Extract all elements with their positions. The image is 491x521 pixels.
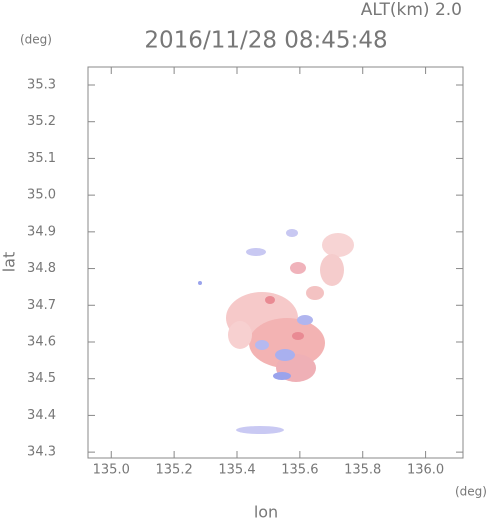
echo <box>228 321 252 349</box>
y-tick-label: 34.7 <box>27 298 56 313</box>
echo <box>320 254 344 286</box>
echo <box>236 426 284 434</box>
x-tick-label: 135.8 <box>344 463 381 478</box>
echo <box>198 281 202 285</box>
x-unit: (deg) <box>455 485 487 499</box>
echo <box>255 340 269 350</box>
y-tick-label: 34.6 <box>27 334 56 349</box>
echo <box>275 349 295 361</box>
x-tick-label: 135.0 <box>93 463 130 478</box>
echo <box>273 372 291 380</box>
echo <box>249 318 325 368</box>
plot-frame <box>87 66 464 459</box>
y-tick-label: 34.8 <box>27 261 56 276</box>
y-tick-label: 34.5 <box>27 371 56 386</box>
y-unit: (deg) <box>20 33 52 47</box>
y-tick-label: 34.9 <box>27 224 56 239</box>
echo <box>292 332 304 340</box>
echo-field <box>198 229 354 434</box>
x-tick-label: 135.2 <box>156 463 193 478</box>
echo <box>246 248 266 256</box>
x-tick-label: 135.4 <box>218 463 255 478</box>
chart-title: 2016/11/28 08:45:48 <box>144 28 387 54</box>
echo <box>286 229 298 237</box>
y-axis-label: lat <box>0 252 19 273</box>
echo <box>297 315 313 325</box>
y-tick-label: 35.2 <box>27 114 56 129</box>
y-tick-label: 35.0 <box>27 188 56 203</box>
echo <box>306 286 324 300</box>
y-tick-label: 35.1 <box>27 151 56 166</box>
echo <box>322 233 354 257</box>
altitude-label: ALT(km) 2.0 <box>361 0 462 20</box>
y-tick-label: 35.3 <box>27 77 56 92</box>
x-axis-label: lon <box>254 503 278 521</box>
echo <box>290 262 306 274</box>
y-tick-label: 34.4 <box>27 408 56 423</box>
echo <box>265 296 275 304</box>
x-tick-label: 136.0 <box>407 463 444 478</box>
x-tick-label: 135.6 <box>281 463 318 478</box>
y-tick-label: 34.3 <box>27 445 56 460</box>
